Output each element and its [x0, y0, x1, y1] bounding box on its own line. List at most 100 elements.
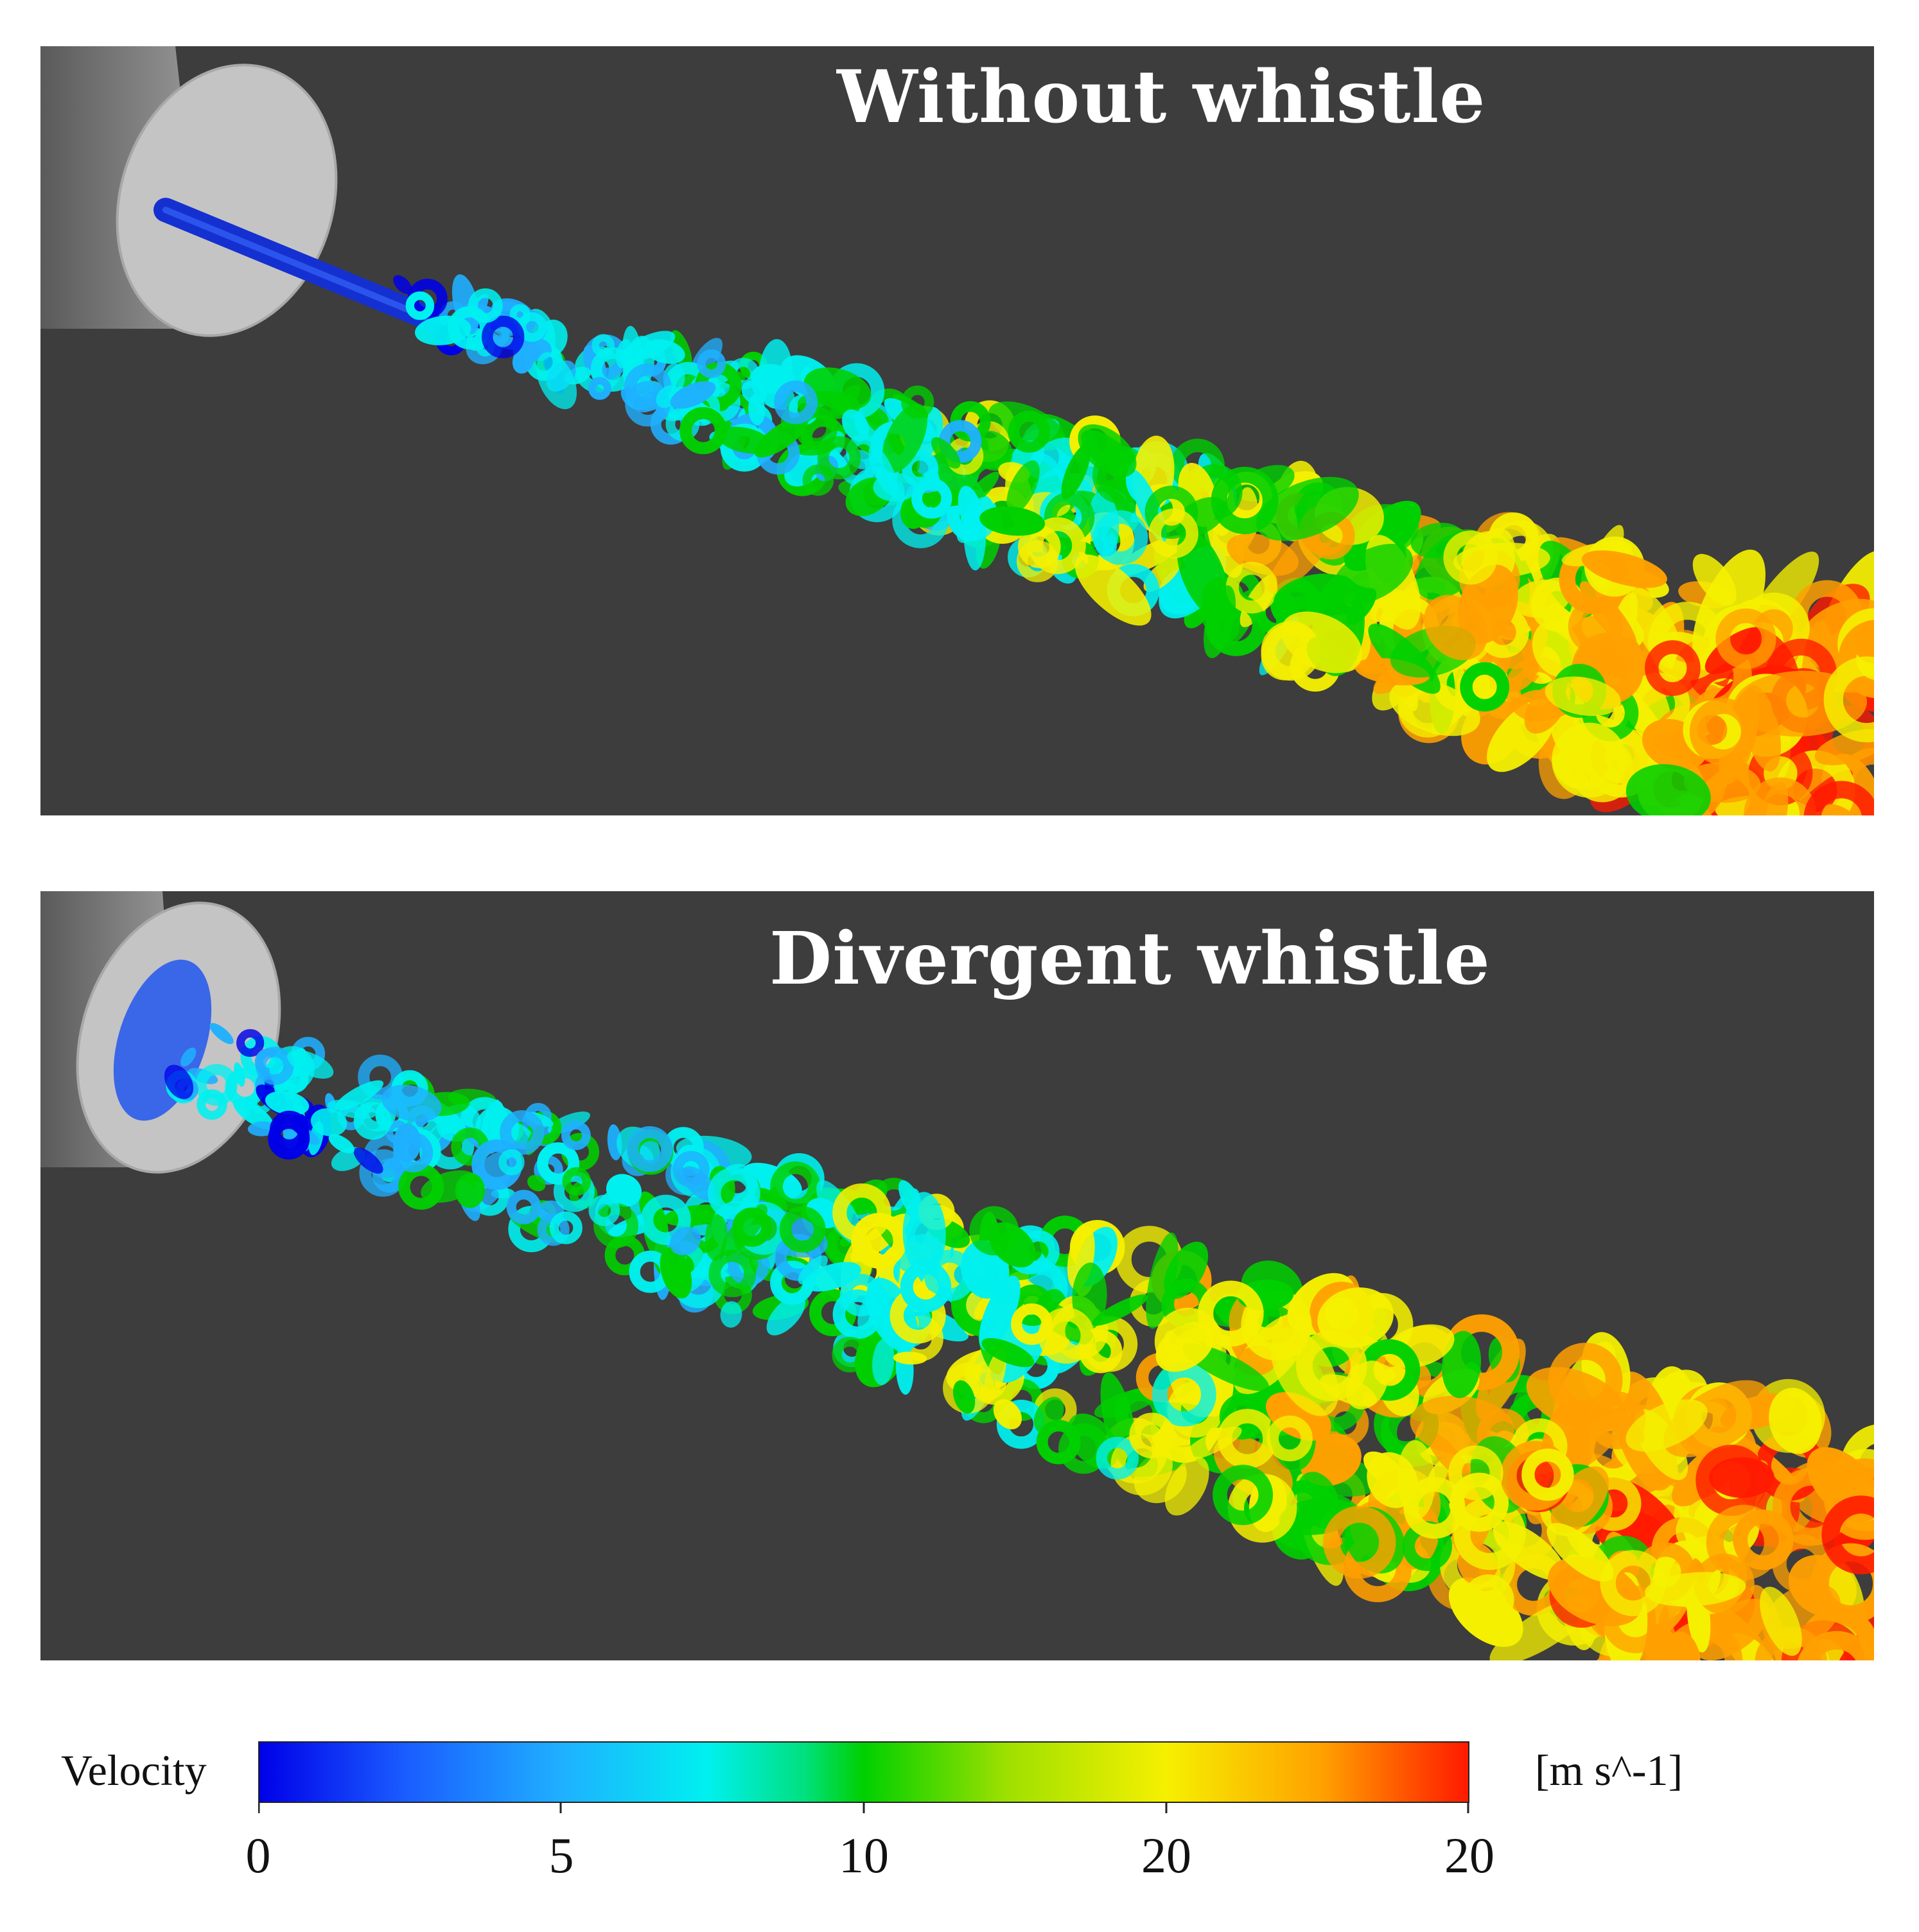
vortex-blob [720, 1301, 742, 1328]
velocity-colorbar [258, 1741, 1469, 1803]
vortex-ring [482, 315, 525, 358]
vortex-ring [1689, 698, 1757, 765]
vortex-blob [1581, 550, 1667, 588]
colorbar-label: Velocity [61, 1746, 207, 1795]
vortex-ring [1552, 722, 1627, 798]
vortex-ring [708, 1249, 757, 1298]
vortex-blob [1625, 1399, 1708, 1452]
vortex-blob [1441, 1330, 1482, 1398]
vortex-blob [1281, 611, 1363, 674]
vortex-blob [1389, 679, 1480, 736]
vortex-ring [405, 291, 435, 320]
vortex-blob [310, 1108, 347, 1136]
vortex-blob [670, 381, 716, 409]
vortex-blob [766, 1294, 806, 1336]
vortex-blob [234, 1062, 245, 1087]
vortex-ring [471, 1139, 523, 1190]
vortex-blob [868, 445, 898, 496]
vortex-ring [732, 1207, 772, 1247]
vortex-ring [1838, 620, 1874, 699]
vortex-blob [1512, 579, 1570, 618]
vortex-blob [1760, 1587, 1802, 1656]
vortex-blob [952, 1380, 976, 1414]
colorbar-tick-2: 10 [839, 1827, 889, 1883]
vortex-ring [498, 1149, 525, 1176]
vortex-ring [627, 1126, 673, 1172]
vortex-ring [1323, 1506, 1396, 1579]
vortex-blob [1155, 1322, 1214, 1372]
vortex-blob [265, 1091, 310, 1115]
vortex-blob [1644, 1572, 1746, 1607]
vortex-ring [889, 1287, 946, 1344]
vortex-ring [1733, 1509, 1794, 1571]
vortex-blob [1663, 1380, 1770, 1458]
vortex-ring [1798, 1631, 1874, 1660]
vortex-ring [591, 334, 615, 357]
vortex-ring [832, 1336, 868, 1373]
vortex-blob [988, 1222, 1036, 1268]
vortex-ring [506, 1190, 541, 1224]
vortex-blob [670, 1226, 701, 1256]
vortex-blob [748, 394, 766, 426]
vortex-ring [1008, 410, 1051, 453]
vortex-ring [1645, 640, 1701, 696]
vortex-ring [679, 407, 727, 455]
vortex-blob [1625, 764, 1711, 815]
vortex-blob [393, 275, 412, 295]
vortex-blob [1204, 585, 1236, 659]
vortex-blob [1659, 1632, 1701, 1660]
vortex-blob [536, 352, 577, 410]
vortex-blob [243, 1097, 254, 1111]
vortex-ring [588, 377, 611, 400]
vortex-blob [956, 496, 992, 543]
panel-title: Without whistle [837, 55, 1486, 139]
vortex-ring [1548, 1343, 1623, 1418]
vortex-blob [1092, 1294, 1148, 1326]
panel-title: Divergent whistle [769, 917, 1491, 1001]
vortex-blob [209, 1023, 234, 1045]
vortex-ring [1148, 509, 1199, 559]
vortex-ring [392, 1132, 434, 1172]
vortex-blob [1006, 460, 1040, 514]
vortex-ring [640, 1194, 691, 1246]
vortex-ring [1096, 1436, 1139, 1480]
vortex-blob [1547, 1522, 1614, 1582]
vortex-ring [1225, 561, 1278, 614]
vortex-ring [537, 1142, 580, 1185]
vortex-ring [779, 1206, 826, 1253]
vortex-ring [900, 1261, 952, 1312]
vortex-blob [1164, 1456, 1209, 1516]
vortex-ring [1715, 608, 1776, 669]
vortex-ring [236, 1029, 265, 1057]
vortex-ring [256, 1047, 294, 1085]
vortex-blob [1074, 554, 1152, 626]
vortex-blob [931, 437, 961, 469]
vortex-ring [1403, 1477, 1466, 1539]
colorbar-tick-0: 0 [245, 1827, 271, 1883]
vortex-ring [770, 1161, 821, 1212]
vortex-blob [512, 346, 534, 374]
vortex-blob [803, 1262, 861, 1292]
vortex-ring [1197, 1280, 1264, 1347]
colorbar-tick-marks [258, 1802, 1469, 1813]
vortex-blob [1545, 676, 1621, 717]
colorbar-tick-4: 20 [1444, 1827, 1494, 1883]
vortex-ring [268, 1117, 310, 1160]
vortex-ring [851, 1213, 907, 1269]
vortex-ring [468, 288, 503, 323]
vortex-blob [979, 506, 1046, 536]
vortex-ring [561, 1120, 591, 1151]
vortex-ring [1821, 1495, 1874, 1574]
vortex-ring [817, 436, 861, 480]
vortex-ring [802, 464, 834, 496]
vortex-blob [328, 1134, 355, 1154]
colorbar-tick-3: 20 [1141, 1827, 1191, 1883]
colorbar-unit: [m s^-1] [1535, 1746, 1683, 1795]
vortex-ring [590, 347, 635, 392]
vortex-blob [1532, 620, 1582, 677]
vortex-visualization-without-whistle [40, 46, 1874, 815]
vortex-blob [1332, 543, 1414, 605]
vortex-blob [882, 403, 927, 473]
vortex-blob [606, 1174, 642, 1207]
vortex-blob [527, 1175, 546, 1192]
